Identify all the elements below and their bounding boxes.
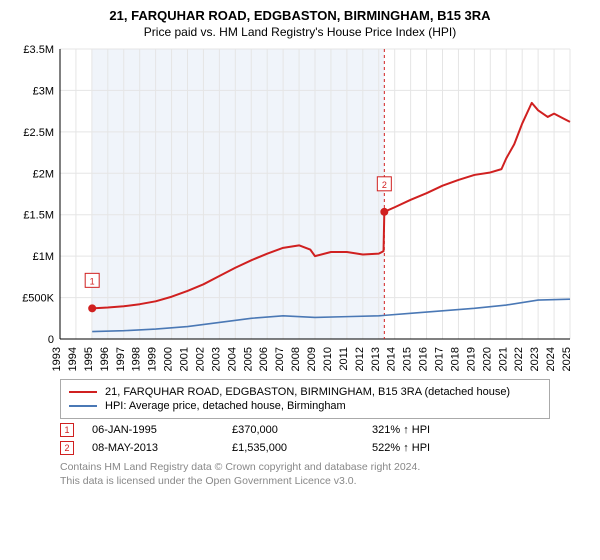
legend-swatch [69, 391, 97, 393]
svg-text:2014: 2014 [386, 347, 398, 371]
svg-text:2004: 2004 [226, 347, 238, 371]
legend-label: HPI: Average price, detached house, Birm… [105, 400, 346, 412]
svg-text:2011: 2011 [338, 347, 350, 371]
legend-item: 21, FARQUHAR ROAD, EDGBASTON, BIRMINGHAM… [69, 386, 541, 398]
svg-text:2005: 2005 [242, 347, 254, 371]
svg-text:2015: 2015 [402, 347, 414, 371]
svg-text:2016: 2016 [418, 347, 430, 371]
svg-text:1998: 1998 [131, 347, 143, 371]
svg-text:2000: 2000 [163, 347, 175, 371]
chart-area: 0 £500K £1M £1.5M £2M £2.5M £3M £3.5M 1993 1994 19… [12, 43, 588, 373]
svg-text:2008: 2008 [290, 347, 302, 371]
footer-line-1: Contains HM Land Registry data © Crown c… [60, 461, 588, 475]
svg-text:1994: 1994 [67, 347, 79, 371]
svg-text:1993: 1993 [51, 347, 63, 371]
svg-text:2019: 2019 [465, 347, 477, 371]
transaction-date: 06-JAN-1995 [92, 424, 232, 436]
svg-text:2023: 2023 [529, 347, 541, 371]
transaction-marker: 2 [60, 441, 74, 455]
footer-line-2: This data is licensed under the Open Gov… [60, 475, 588, 489]
svg-text:0: 0 [48, 334, 54, 346]
transaction-change: 321% ↑ HPI [372, 424, 512, 436]
svg-text:2010: 2010 [322, 347, 334, 371]
svg-text:2001: 2001 [179, 347, 191, 371]
chart-svg: 0 £500K £1M £1.5M £2M £2.5M £3M £3.5M 1993 1994 19… [12, 43, 588, 373]
svg-text:2003: 2003 [210, 347, 222, 371]
svg-text:2007: 2007 [274, 347, 286, 371]
svg-text:£3.5M: £3.5M [23, 44, 54, 56]
transaction-price: £1,535,000 [232, 442, 372, 454]
footer-text: Contains HM Land Registry data © Crown c… [60, 461, 588, 488]
svg-text:2020: 2020 [481, 347, 493, 371]
transaction-change: 522% ↑ HPI [372, 442, 512, 454]
svg-text:1996: 1996 [99, 347, 111, 371]
svg-text:2: 2 [382, 180, 387, 190]
svg-text:£1M: £1M [33, 251, 54, 263]
svg-text:2002: 2002 [194, 347, 206, 371]
transaction-row: 1 06-JAN-1995£370,000321% ↑ HPI [60, 423, 588, 437]
svg-text:2006: 2006 [258, 347, 270, 371]
svg-text:£2M: £2M [33, 168, 54, 180]
transaction-date: 08-MAY-2013 [92, 442, 232, 454]
svg-text:2013: 2013 [370, 347, 382, 371]
svg-text:1999: 1999 [147, 347, 159, 371]
svg-text:2012: 2012 [354, 347, 366, 371]
svg-text:1997: 1997 [115, 347, 127, 371]
transaction-row: 2 08-MAY-2013£1,535,000522% ↑ HPI [60, 441, 588, 455]
svg-text:£1.5M: £1.5M [23, 210, 54, 222]
svg-text:2017: 2017 [434, 347, 446, 371]
svg-text:£3M: £3M [33, 85, 54, 97]
svg-text:2024: 2024 [545, 347, 557, 371]
chart-title: 21, FARQUHAR ROAD, EDGBASTON, BIRMINGHAM… [12, 8, 588, 23]
svg-text:2018: 2018 [449, 347, 461, 371]
svg-text:1: 1 [90, 276, 95, 286]
legend-label: 21, FARQUHAR ROAD, EDGBASTON, BIRMINGHAM… [105, 386, 510, 398]
svg-text:2009: 2009 [306, 347, 318, 371]
svg-text:2022: 2022 [513, 347, 525, 371]
legend-item: HPI: Average price, detached house, Birm… [69, 400, 541, 412]
svg-text:1995: 1995 [83, 347, 95, 371]
chart-subtitle: Price paid vs. HM Land Registry's House … [12, 25, 588, 39]
svg-text:2021: 2021 [497, 347, 509, 371]
svg-text:£2.5M: £2.5M [23, 127, 54, 139]
transaction-marker: 1 [60, 423, 74, 437]
svg-text:£500K: £500K [22, 293, 54, 305]
legend-swatch [69, 405, 97, 407]
legend: 21, FARQUHAR ROAD, EDGBASTON, BIRMINGHAM… [60, 379, 550, 419]
transaction-price: £370,000 [232, 424, 372, 436]
svg-text:2025: 2025 [561, 347, 573, 371]
